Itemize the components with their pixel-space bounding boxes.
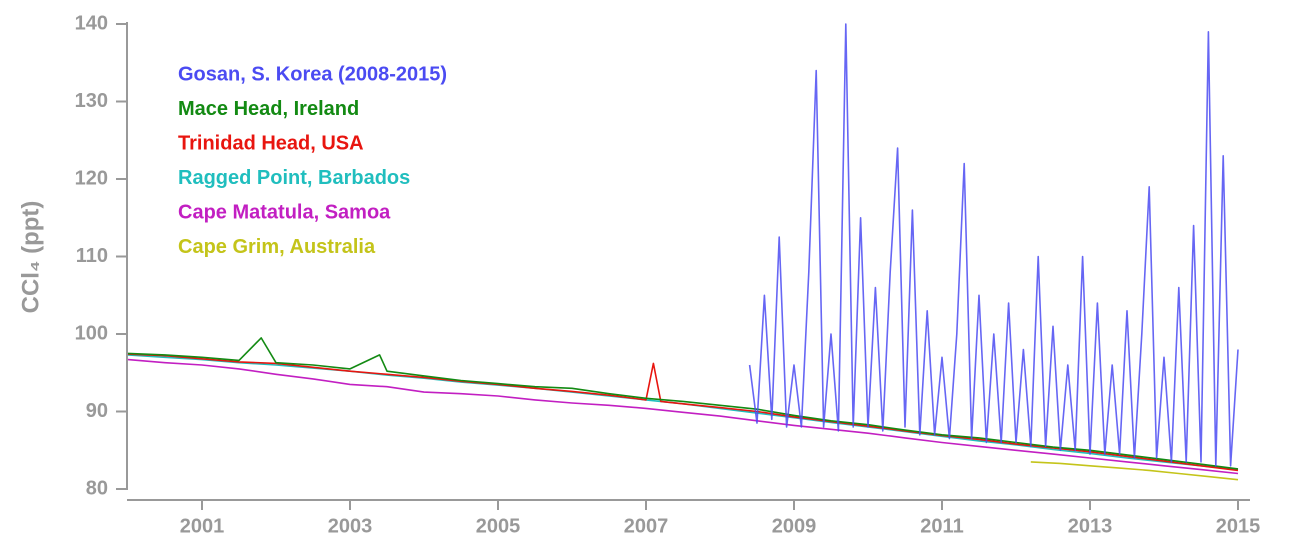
x-tick-label: 2003 <box>328 515 373 537</box>
series-line <box>127 337 1239 470</box>
x-tick-label: 2005 <box>476 515 521 537</box>
x-tick-label: 2015 <box>1216 515 1261 537</box>
y-tick-label: 130 <box>75 90 108 112</box>
x-tick-label: 2013 <box>1068 515 1113 537</box>
legend-entry: Cape Matatula, Samoa <box>178 201 391 223</box>
legend-entry: Mace Head, Ireland <box>178 98 359 120</box>
x-tick-label: 2001 <box>180 515 225 537</box>
series-line <box>748 23 1239 467</box>
series-line <box>1030 461 1239 481</box>
legend-entry: Trinidad Head, USA <box>178 132 364 154</box>
y-tick-label: 140 <box>75 12 108 34</box>
x-tick-label: 2011 <box>920 515 963 537</box>
x-tick-label: 2009 <box>772 515 817 537</box>
legend-entry: Cape Grim, Australia <box>178 236 376 258</box>
y-tick-label: 90 <box>86 400 108 422</box>
y-tick-label: 120 <box>75 167 108 189</box>
legend-entry: Gosan, S. Korea (2008-2015) <box>178 63 447 85</box>
y-tick-label: 80 <box>86 477 108 499</box>
x-tick-label: 2007 <box>624 515 669 537</box>
series-line <box>127 353 1239 472</box>
legend-entry: Ragged Point, Barbados <box>178 167 410 189</box>
y-axis-label: CCl₄ (ppt) <box>17 201 44 314</box>
y-tick-label: 100 <box>75 322 108 344</box>
series-line <box>127 358 1239 475</box>
y-tick-label: 110 <box>76 245 108 267</box>
